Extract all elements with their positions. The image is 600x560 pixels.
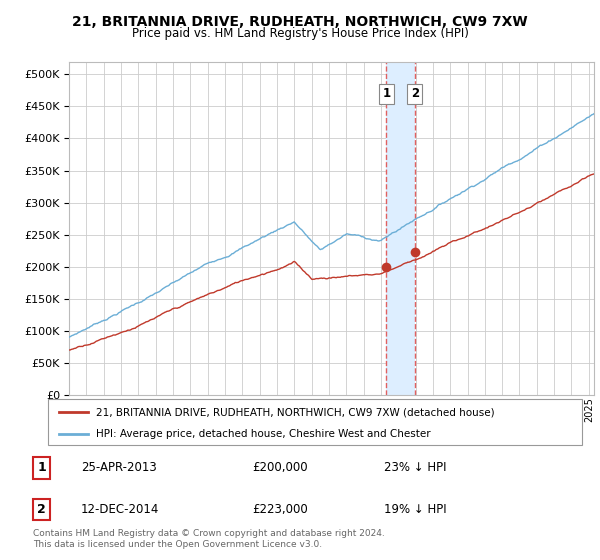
Text: 1: 1: [382, 87, 391, 100]
Text: 19% ↓ HPI: 19% ↓ HPI: [384, 503, 446, 516]
Text: £200,000: £200,000: [252, 461, 308, 474]
Text: 23% ↓ HPI: 23% ↓ HPI: [384, 461, 446, 474]
Text: 2: 2: [37, 503, 46, 516]
Text: 12-DEC-2014: 12-DEC-2014: [81, 503, 160, 516]
Text: 21, BRITANNIA DRIVE, RUDHEATH, NORTHWICH, CW9 7XW (detached house): 21, BRITANNIA DRIVE, RUDHEATH, NORTHWICH…: [96, 407, 494, 417]
Text: 2: 2: [411, 87, 419, 100]
Text: 21, BRITANNIA DRIVE, RUDHEATH, NORTHWICH, CW9 7XW: 21, BRITANNIA DRIVE, RUDHEATH, NORTHWICH…: [72, 15, 528, 29]
Bar: [386, 62, 415, 395]
Text: 25-APR-2013: 25-APR-2013: [81, 461, 157, 474]
Text: £223,000: £223,000: [252, 503, 308, 516]
Text: Contains HM Land Registry data © Crown copyright and database right 2024.
This d: Contains HM Land Registry data © Crown c…: [33, 529, 385, 549]
Text: HPI: Average price, detached house, Cheshire West and Chester: HPI: Average price, detached house, Ches…: [96, 429, 431, 438]
Text: 1: 1: [37, 461, 46, 474]
Text: Price paid vs. HM Land Registry's House Price Index (HPI): Price paid vs. HM Land Registry's House …: [131, 27, 469, 40]
